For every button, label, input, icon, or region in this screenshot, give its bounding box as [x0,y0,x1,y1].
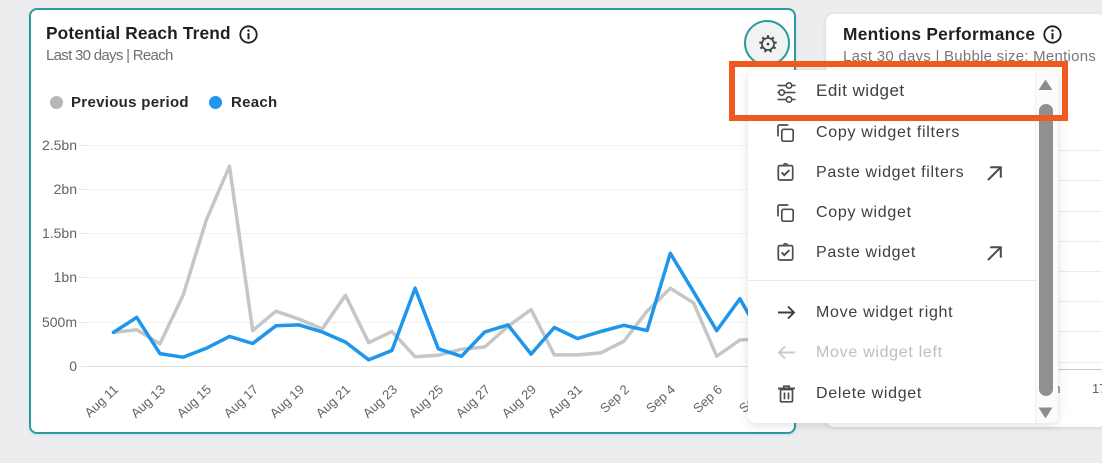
svg-text:0: 0 [69,358,77,374]
svg-text:Aug 27: Aug 27 [453,382,493,421]
svg-text:Aug 31: Aug 31 [545,382,585,421]
svg-text:Aug 15: Aug 15 [174,382,214,421]
svg-text:Aug 23: Aug 23 [360,382,400,421]
svg-text:Aug 19: Aug 19 [267,382,307,421]
svg-text:Sep 2: Sep 2 [597,382,632,416]
svg-text:Sep 6: Sep 6 [690,382,725,416]
svg-text:1.5bn: 1.5bn [42,225,77,241]
svg-text:Aug 21: Aug 21 [313,382,353,421]
svg-text:Aug 17: Aug 17 [221,382,261,421]
svg-text:2bn: 2bn [54,181,77,197]
svg-text:1bn: 1bn [54,269,77,285]
svg-text:2.5bn: 2.5bn [42,137,77,153]
svg-text:Aug 29: Aug 29 [499,382,539,421]
svg-text:Aug 13: Aug 13 [128,382,168,421]
svg-text:Sep 4: Sep 4 [643,382,678,416]
svg-text:170m: 170m [1092,381,1102,396]
svg-text:500m: 500m [42,314,77,330]
svg-text:Aug 11: Aug 11 [81,382,121,420]
svg-text:Aug 25: Aug 25 [406,382,446,421]
